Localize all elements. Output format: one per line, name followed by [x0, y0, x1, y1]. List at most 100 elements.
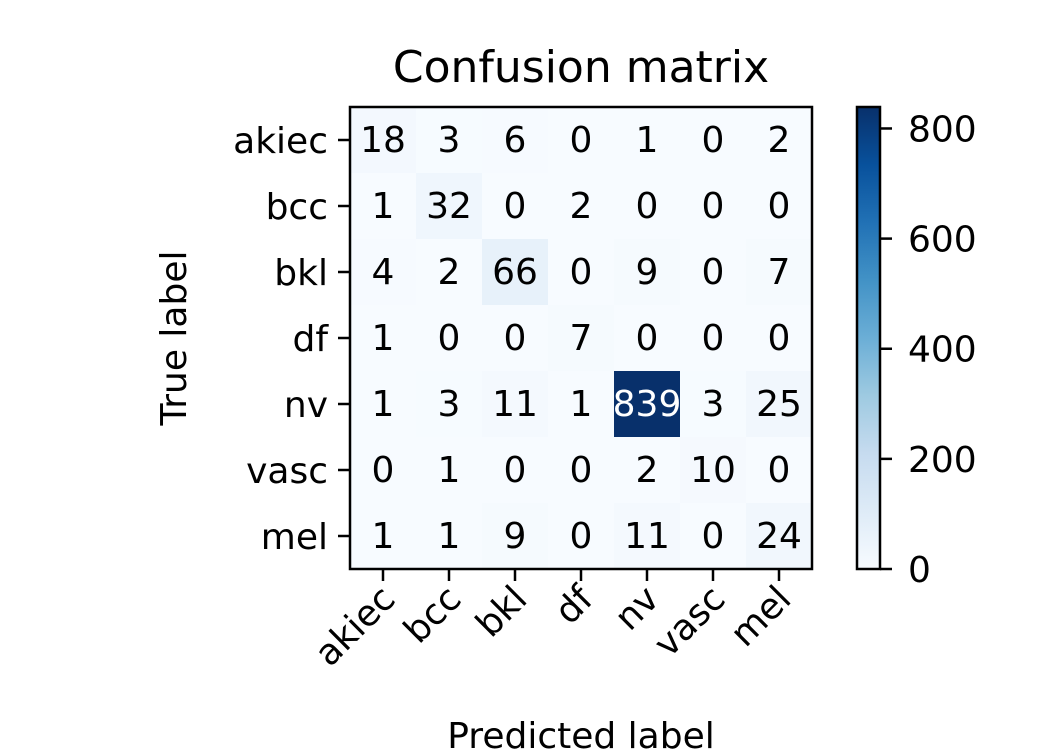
cell-value-label: 4: [372, 252, 395, 293]
heatmap-cell: [482, 305, 549, 372]
heatmap-cell: [416, 371, 483, 438]
cell-value-label: 2: [636, 450, 659, 491]
x-tick-label: mel: [723, 578, 800, 655]
cell-value-label: 9: [636, 252, 659, 293]
cell-value-label: 1: [438, 450, 461, 491]
heatmap-cell: [350, 437, 417, 504]
cell-value-label: 9: [504, 516, 527, 557]
heatmap-cell: [548, 107, 615, 174]
heatmap-cell: [548, 503, 615, 570]
cell-value-label: 11: [492, 384, 538, 425]
colorbar-ticks: 0 200 400 600 800: [880, 109, 977, 591]
y-tick-label: akiec: [233, 121, 328, 162]
heatmap-cell: [482, 437, 549, 504]
cell-value-label: 0: [570, 252, 593, 293]
heatmap-cell: [416, 305, 483, 372]
y-tick-label: bkl: [274, 253, 328, 294]
heatmap-cell: [350, 239, 417, 306]
cell-value-label: 1: [372, 384, 395, 425]
cell-value-label: 66: [492, 252, 538, 293]
cell-value-label: 7: [570, 318, 593, 359]
colorbar-tick-label: 400: [908, 330, 977, 371]
heatmap-cell: [548, 239, 615, 306]
heatmap-cell: [614, 173, 681, 240]
x-tick-label: vasc: [646, 578, 733, 665]
cell-value-label: 6: [504, 120, 527, 161]
cell-value-label: 0: [702, 186, 725, 227]
cell-value-label: 0: [702, 516, 725, 557]
cell-value-label: 1: [372, 318, 395, 359]
chart-title: Confusion matrix: [393, 42, 769, 93]
cell-value-label: 0: [504, 450, 527, 491]
cell-value-label: 0: [636, 318, 659, 359]
y-tick-label: bcc: [266, 187, 328, 228]
heatmap-cell: [350, 371, 417, 438]
heatmap-cells: [350, 107, 813, 570]
cell-value-label: 839: [613, 384, 682, 425]
heatmap-cell: [746, 305, 813, 372]
heatmap-cell: [350, 503, 417, 570]
cell-value-label: 24: [756, 516, 802, 557]
cell-value-label: 25: [756, 384, 802, 425]
cell-value-label: 0: [570, 450, 593, 491]
heatmap-cell: [350, 173, 417, 240]
cell-value-label: 1: [438, 516, 461, 557]
heatmap-cell: [482, 173, 549, 240]
cell-value-label: 3: [438, 384, 461, 425]
heatmap-cell: [614, 239, 681, 306]
heatmap-cell: [548, 371, 615, 438]
heatmap-cell: [614, 371, 681, 438]
cell-value-label: 0: [438, 318, 461, 359]
heatmap-cell: [680, 173, 747, 240]
colorbar: [855, 105, 882, 571]
y-tick-label: mel: [261, 517, 328, 558]
heatmap-cell: [482, 503, 549, 570]
cell-value-labels: 18 3 6 0 1 0 21 32 0 2 0 0 04 2 66 0 9 0 71 0 0 7 0 0 01 3 11 1 839 3…: [360, 120, 802, 557]
heatmap-cell: [482, 107, 549, 174]
cell-value-label: 18: [360, 120, 406, 161]
cell-value-label: 2: [438, 252, 461, 293]
cell-value-label: 10: [690, 450, 736, 491]
heatmap-cell: [680, 503, 747, 570]
cell-value-label: 1: [570, 384, 593, 425]
cell-value-label: 0: [636, 186, 659, 227]
cell-value-label: 0: [504, 186, 527, 227]
heatmap-cell: [416, 107, 483, 174]
heatmap-cell: [416, 173, 483, 240]
cell-value-label: 0: [768, 318, 791, 359]
cell-value-label: 11: [624, 516, 670, 557]
colorbar-tick-label: 200: [908, 440, 977, 481]
y-tick-label: vasc: [246, 451, 328, 492]
heatmap-cell: [680, 371, 747, 438]
heatmap-cell: [614, 305, 681, 372]
heatmap-cell: [746, 371, 813, 438]
x-tick-label: akiec: [307, 578, 403, 674]
cell-value-label: 0: [504, 318, 527, 359]
cell-value-label: 1: [636, 120, 659, 161]
heatmap-cell: [614, 107, 681, 174]
heatmap-cell: [350, 305, 417, 372]
colorbar-tick-label: 600: [908, 220, 977, 261]
x-tick-label: bcc: [396, 578, 469, 651]
cell-value-label: 0: [768, 186, 791, 227]
heatmap-cell: [416, 503, 483, 570]
heatmap-cell: [416, 437, 483, 504]
cell-value-label: 0: [702, 252, 725, 293]
cell-value-label: 3: [438, 120, 461, 161]
heatmap-cell: [548, 173, 615, 240]
heatmap-cell: [746, 107, 813, 174]
y-tick-label: df: [292, 319, 329, 360]
x-axis-label: Predicted label: [447, 716, 715, 750]
cell-value-label: 3: [702, 384, 725, 425]
heatmap-cell: [416, 239, 483, 306]
heatmap-cell: [680, 437, 747, 504]
heatmap-cell: [614, 503, 681, 570]
y-tick-label: nv: [284, 385, 328, 426]
heatmap-cell: [746, 239, 813, 306]
x-tick-label: df: [547, 577, 602, 632]
heatmap-cell: [548, 305, 615, 372]
y-axis-ticks: akiec bcc bkl df nv vasc mel: [233, 121, 350, 558]
heatmap-cell: [548, 437, 615, 504]
